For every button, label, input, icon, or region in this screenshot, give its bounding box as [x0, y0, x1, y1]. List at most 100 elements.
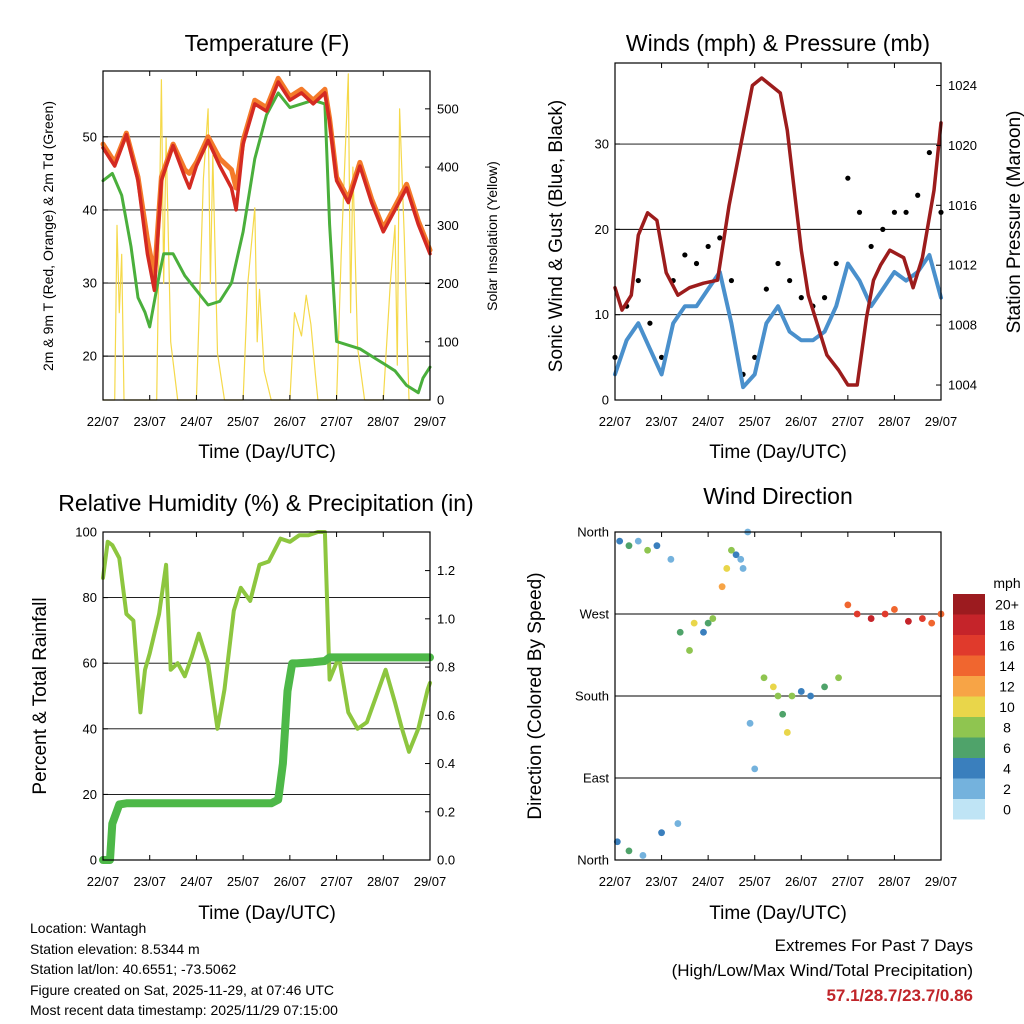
wind-x-tick-label: 23/07 — [645, 414, 678, 429]
temperature-x-tick-label: 24/07 — [180, 414, 213, 429]
colorbar-label: 4 — [1003, 760, 1011, 776]
colorbar-label: 20+ — [995, 596, 1019, 612]
station-pressure-line — [613, 76, 943, 387]
direction-x-tick-label: 25/07 — [738, 874, 771, 889]
direction-point — [928, 619, 936, 627]
direction-point — [616, 537, 624, 545]
direction-y-axis-title: Direction (Colored By Speed) — [525, 572, 546, 819]
wind-y-tick-label: 20 — [595, 222, 609, 237]
direction-x-axis-title: Time (Day/UTC) — [709, 903, 847, 924]
direction-point — [844, 601, 852, 609]
temperature-x-tick-label: 28/07 — [367, 414, 400, 429]
solar-y2-tick-label: 200 — [437, 276, 459, 291]
temperature-x-tick-label: 25/07 — [227, 414, 260, 429]
pressure-y2-tick-label: 1024 — [948, 78, 977, 93]
wind-y-tick-label: 10 — [595, 307, 609, 322]
gust-point — [752, 354, 758, 360]
colorbar-swatch — [953, 778, 985, 799]
winds-panel: Winds (mph) & Pressure (mb) 010203010041… — [546, 30, 1024, 463]
gust-point — [787, 277, 793, 284]
humidity-x-tick-label: 24/07 — [180, 874, 213, 889]
direction-point — [783, 729, 791, 736]
precip-y2-tick-label: 0.8 — [437, 660, 455, 675]
solar-y2-tick-label: 0 — [437, 393, 444, 408]
winds-title: Winds (mph) & Pressure (mb) — [626, 30, 930, 56]
temperature-panel: Temperature (F) 203040500100200300400500… — [40, 30, 500, 463]
station-latlon: Station lat/lon: 40.6551; -73.5062 — [30, 961, 237, 977]
direction-point — [853, 610, 861, 618]
humidity-y-axis-title: Percent & Total Rainfall — [30, 597, 51, 794]
temperature-y-tick-label: 30 — [83, 276, 97, 291]
colorbar-label: 16 — [999, 637, 1015, 653]
temperature-x-tick-label: 27/07 — [320, 414, 353, 429]
direction-y-tick-label: East — [583, 771, 609, 786]
solar-y2-tick-label: 300 — [437, 218, 459, 233]
temperature-title: Temperature (F) — [185, 30, 350, 56]
gust-point — [658, 354, 665, 360]
solar-y2-tick-label: 100 — [437, 334, 459, 349]
humidity-panel: Relative Humidity (%) & Precipitation (i… — [30, 490, 474, 924]
wind-x-tick-label: 28/07 — [878, 414, 911, 429]
humidity-y-tick-label: 80 — [83, 590, 97, 605]
pressure-y2-tick-label: 1008 — [948, 318, 977, 333]
direction-point — [769, 683, 777, 691]
gust-point — [717, 235, 723, 241]
colorbar-swatch — [953, 655, 985, 676]
humidity-x-tick-label: 23/07 — [133, 874, 166, 889]
temperature-x-tick-label: 22/07 — [87, 414, 120, 429]
winds-y-axis-title: Sonic Wind & Gust (Blue, Black) — [546, 100, 567, 372]
direction-point — [644, 546, 651, 554]
wind-x-tick-label: 24/07 — [692, 414, 725, 429]
direction-point — [667, 555, 675, 563]
solar-insolation-line — [102, 73, 431, 401]
direction-point — [709, 615, 717, 622]
colorbar-label: 6 — [1003, 740, 1011, 756]
direction-point — [613, 838, 621, 846]
direction-point — [881, 610, 889, 618]
gust-point — [903, 209, 909, 215]
precip-y2-tick-label: 1.0 — [437, 611, 455, 626]
humidity-x-axis-title: Time (Day/UTC) — [198, 903, 336, 924]
direction-point — [653, 542, 661, 550]
humidity-title: Relative Humidity (%) & Precipitation (i… — [58, 490, 473, 516]
direction-point — [905, 617, 912, 625]
pressure-y2-tick-label: 1012 — [948, 258, 977, 273]
humidity-x-tick-label: 22/07 — [87, 874, 120, 889]
figure-created: Figure created on Sat, 2025-11-29, at 07… — [30, 981, 335, 998]
gust-point — [775, 260, 781, 267]
humidity-y-tick-label: 20 — [83, 787, 97, 802]
direction-point — [779, 710, 787, 718]
humidity-y-tick-label: 0 — [90, 853, 97, 868]
solar-y2-tick-label: 400 — [437, 160, 459, 175]
gust-point — [647, 320, 653, 326]
direction-point — [918, 615, 926, 622]
gust-point — [926, 149, 932, 156]
direction-y-tick-label: West — [580, 607, 610, 622]
gust-point — [705, 243, 711, 250]
extremes-values: 57.1/28.7/23.7/0.86 — [826, 986, 973, 1005]
colorbar-swatch — [953, 799, 985, 820]
direction-point — [690, 619, 698, 627]
colorbar-label: 14 — [999, 658, 1015, 674]
direction-point — [737, 555, 745, 563]
direction-point — [676, 628, 684, 636]
temperature-x-tick-label: 29/07 — [414, 414, 447, 429]
humidity-y-tick-label: 100 — [75, 525, 97, 540]
colorbar-label: 18 — [999, 617, 1015, 633]
direction-x-tick-label: 27/07 — [832, 874, 865, 889]
direction-point — [625, 847, 633, 855]
precip-y2-tick-label: 1.2 — [437, 563, 455, 578]
pressure-y2-tick-label: 1004 — [948, 378, 977, 393]
gust-point — [682, 252, 688, 258]
pressure-y-axis-title: Station Pressure (Maroon) — [1004, 111, 1024, 334]
wind-x-tick-label: 26/07 — [785, 414, 818, 429]
gust-point — [868, 243, 874, 250]
relative-humidity-line — [101, 530, 432, 754]
direction-x-tick-label: 29/07 — [925, 874, 958, 889]
temperature-y-tick-label: 20 — [83, 349, 97, 364]
gust-point — [693, 260, 700, 267]
colorbar-label: 12 — [999, 678, 1015, 694]
colorbar-swatch — [953, 594, 985, 615]
direction-point — [821, 683, 828, 691]
direction-point — [728, 546, 735, 554]
